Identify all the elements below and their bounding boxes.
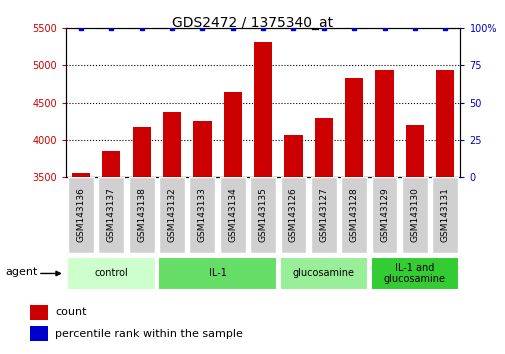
Text: agent: agent bbox=[5, 267, 37, 276]
Bar bbox=[311, 177, 336, 253]
Bar bbox=[132, 127, 150, 354]
Bar bbox=[158, 257, 277, 290]
Text: IL-1 and
glucosamine: IL-1 and glucosamine bbox=[383, 263, 445, 284]
Bar bbox=[370, 257, 459, 290]
Bar bbox=[102, 151, 120, 354]
Text: glucosamine: glucosamine bbox=[292, 268, 354, 279]
Bar bbox=[341, 177, 367, 253]
Bar bbox=[435, 70, 453, 354]
Bar bbox=[163, 112, 181, 354]
Bar bbox=[371, 177, 397, 253]
Bar bbox=[250, 177, 276, 253]
Text: IL-1: IL-1 bbox=[208, 268, 226, 279]
Bar bbox=[193, 121, 211, 354]
Text: control: control bbox=[94, 268, 128, 279]
Bar bbox=[314, 118, 332, 354]
Bar bbox=[279, 257, 368, 290]
Text: GSM143132: GSM143132 bbox=[167, 188, 176, 242]
Text: GSM143130: GSM143130 bbox=[410, 188, 419, 242]
Text: GSM143134: GSM143134 bbox=[228, 188, 237, 242]
Bar bbox=[68, 177, 94, 253]
Bar bbox=[30, 326, 48, 341]
Bar bbox=[280, 177, 306, 253]
Text: GSM143129: GSM143129 bbox=[379, 188, 388, 242]
Bar bbox=[189, 177, 215, 253]
Text: count: count bbox=[55, 307, 86, 318]
Bar bbox=[98, 177, 124, 253]
Bar bbox=[159, 177, 185, 253]
Text: GSM143136: GSM143136 bbox=[76, 188, 85, 242]
Bar bbox=[375, 70, 393, 354]
Text: percentile rank within the sample: percentile rank within the sample bbox=[55, 329, 242, 339]
Text: GSM143138: GSM143138 bbox=[137, 188, 146, 242]
Text: GSM143128: GSM143128 bbox=[349, 188, 358, 242]
Bar bbox=[401, 177, 427, 253]
Bar bbox=[254, 42, 272, 354]
Bar bbox=[30, 305, 48, 320]
Bar bbox=[72, 172, 90, 354]
Bar bbox=[431, 177, 458, 253]
Bar bbox=[129, 177, 155, 253]
Bar bbox=[344, 78, 363, 354]
Bar bbox=[405, 125, 423, 354]
Bar bbox=[67, 257, 156, 290]
Bar bbox=[220, 177, 245, 253]
Text: GSM143131: GSM143131 bbox=[440, 188, 449, 242]
Text: GSM143126: GSM143126 bbox=[288, 188, 297, 242]
Text: GSM143127: GSM143127 bbox=[319, 188, 328, 242]
Text: GSM143135: GSM143135 bbox=[258, 188, 267, 242]
Text: GSM143133: GSM143133 bbox=[197, 188, 207, 242]
Text: GDS2472 / 1375340_at: GDS2472 / 1375340_at bbox=[172, 16, 333, 30]
Bar bbox=[223, 92, 241, 354]
Text: GSM143137: GSM143137 bbox=[107, 188, 116, 242]
Bar bbox=[284, 135, 302, 354]
